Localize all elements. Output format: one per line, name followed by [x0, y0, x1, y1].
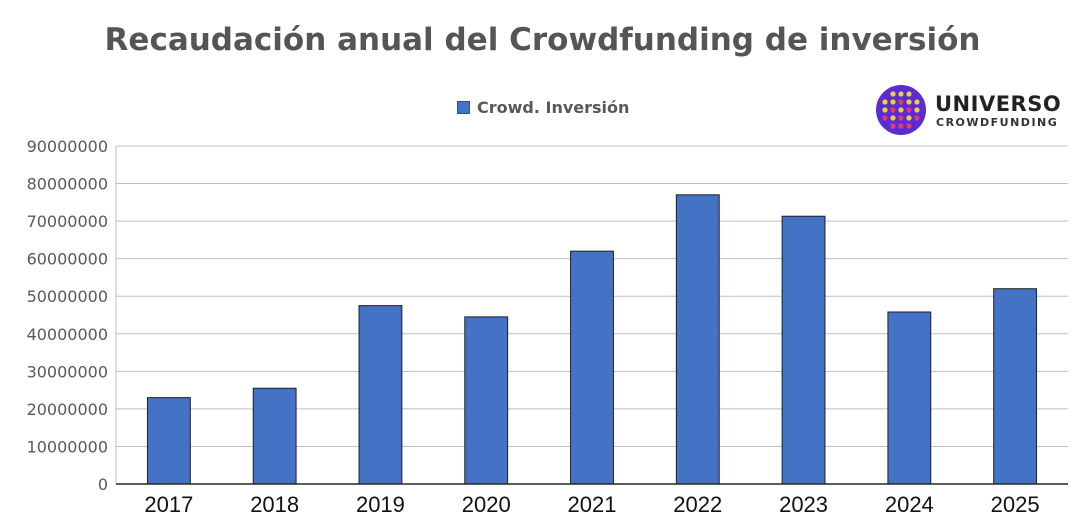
y-tick-label: 90000000 [27, 137, 108, 156]
bar-2024 [887, 311, 932, 485]
x-tick-label: 2023 [779, 492, 828, 517]
logo-dot [890, 123, 896, 129]
y-tick-label: 40000000 [27, 325, 108, 344]
logo-subtitle: CROWDFUNDING [936, 116, 1059, 129]
x-tick-label: 2019 [356, 492, 405, 517]
y-tick-label: 80000000 [27, 175, 108, 194]
logo-dot [906, 91, 912, 97]
logo-dot [890, 107, 896, 113]
logo-dot [914, 115, 920, 121]
y-tick-label: 20000000 [27, 400, 108, 419]
bar-2020 [464, 316, 509, 485]
logo-dot [890, 91, 896, 97]
logo-dot [890, 115, 896, 121]
x-tick-label: 2022 [673, 492, 722, 517]
logo-dot [898, 115, 904, 121]
logo-dot [882, 99, 888, 105]
bar-2023 [781, 215, 826, 485]
logo-dot [906, 123, 912, 129]
brand-logo: UNIVERSO CROWDFUNDING [875, 84, 1061, 138]
bar-2018 [252, 387, 297, 485]
y-tick-label: 30000000 [27, 362, 108, 381]
logo-dot [890, 99, 896, 105]
x-tick-label: 2024 [885, 492, 934, 517]
logo-dot [898, 91, 904, 97]
logo-dot [906, 99, 912, 105]
bar-2022 [675, 194, 720, 485]
bar-2019 [358, 305, 403, 485]
bar-2025 [993, 288, 1038, 485]
bars [146, 194, 1038, 485]
x-axis-ticks: 2017 2018 2019 2020 2021 2022 2023 2024 2025 [144, 492, 1039, 517]
bar-2017 [146, 397, 191, 485]
legend-label: Crowd. Inversión [477, 97, 630, 117]
logo-dot [906, 115, 912, 121]
bar-2021 [570, 250, 614, 485]
logo-dot [906, 107, 912, 113]
logo-dot [882, 115, 888, 121]
axes [115, 146, 1068, 485]
legend-swatch [457, 100, 470, 114]
logo-dot [914, 99, 920, 105]
x-tick-label: 2017 [144, 492, 193, 517]
y-tick-label: 70000000 [27, 212, 108, 231]
logo-wordmark: UNIVERSO [935, 92, 1062, 116]
y-axis-ticks: 0 10000000 20000000 30000000 40000000 5000000… [27, 137, 108, 494]
legend: Crowd. Inversión [457, 96, 629, 118]
logo-dot [882, 107, 888, 113]
logo-dot [898, 99, 904, 105]
y-tick-label: 60000000 [27, 250, 108, 269]
logo-dots-icon [876, 85, 926, 135]
y-tick-label: 10000000 [27, 437, 108, 456]
x-tick-label: 2025 [991, 492, 1040, 517]
logo-dot [914, 107, 920, 113]
logo-dot [898, 107, 904, 113]
x-tick-label: 2018 [250, 492, 299, 517]
logo-dot [898, 123, 904, 129]
x-tick-label: 2021 [568, 492, 617, 517]
y-tick-label: 50000000 [27, 287, 108, 306]
y-tick-label: 0 [98, 475, 108, 494]
x-tick-label: 2020 [462, 492, 511, 517]
chart-title: Recaudación anual del Crowdfunding de in… [104, 22, 981, 58]
